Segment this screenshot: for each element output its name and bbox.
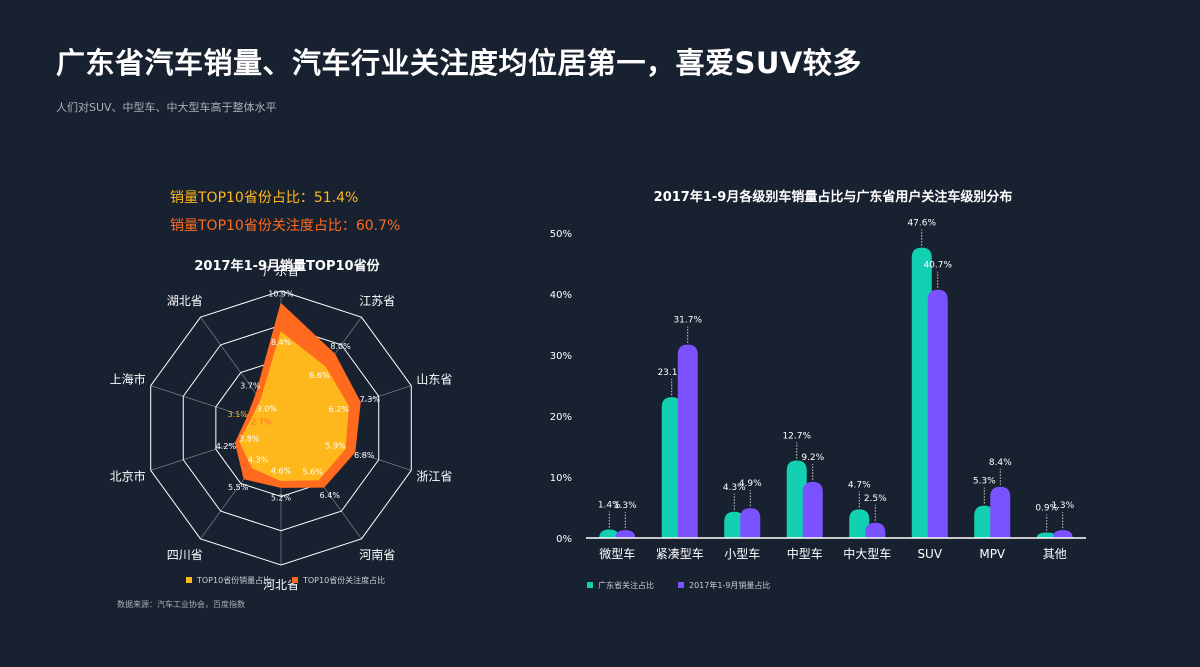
radar-value-label: 4.6% (271, 467, 292, 476)
x-category-label: MPV (979, 547, 1006, 561)
y-tick-label: 30% (550, 351, 572, 362)
radar-category-label: 四川省 (167, 548, 203, 562)
radar-category-label: 湖北省 (167, 293, 203, 308)
data-label: 4.3% (723, 483, 746, 493)
radar-chart-title: 2017年1-9月销量TOP10省份 (194, 258, 380, 274)
radar-value-label: 8.0% (330, 342, 351, 351)
x-category-label: SUV (917, 547, 942, 561)
legend-label-guangdong: 广东省关注占比 (598, 580, 654, 590)
y-tick-label: 0% (556, 534, 572, 545)
radar-category-label: 河南省 (359, 547, 395, 562)
data-label: 0.9% (1035, 504, 1058, 514)
radar-category-label: 北京市 (110, 469, 146, 484)
data-label: 1.3% (614, 501, 637, 511)
radar-category-label: 江苏省 (359, 294, 395, 308)
radar-value-label: 6.4% (320, 491, 341, 500)
radar-value-label: 8.4% (271, 338, 292, 347)
radar-value-label: 7.3% (360, 395, 381, 404)
radar-value-label: 5.9% (325, 442, 346, 451)
page-subtitle: 人们对SUV、中型车、中大型车高于整体水平 (56, 101, 277, 114)
y-tick-label: 40% (550, 290, 572, 301)
y-tick-label: 50% (550, 229, 572, 240)
page-title: 广东省汽车销量、汽车行业关注度均位居第一，喜爱SUV较多 (56, 46, 862, 80)
radar-value-label: 3.8% (239, 434, 260, 443)
data-label: 4.9% (739, 479, 762, 489)
legend-label-attention: TOP10省份关注度占比 (302, 575, 385, 585)
radar-category-label: 山东省 (416, 372, 452, 386)
radar-value-label: 5.5% (228, 483, 249, 492)
data-label: 5.3% (973, 477, 996, 487)
radar-value-label: 2.7% (251, 418, 272, 427)
data-label: 40.7% (923, 261, 952, 271)
bar-guangdong-attention (849, 509, 870, 538)
radar-category-label: 河北省 (263, 578, 299, 592)
legend-swatch-sales (186, 577, 192, 583)
bar-national-sales (615, 530, 636, 538)
bar-guangdong-attention (1036, 532, 1057, 538)
radar-value-label: 4.2% (216, 442, 237, 451)
attention-share-stat: 销量TOP10省份关注度占比：60.7% (170, 218, 401, 234)
sales-share-stat: 销量TOP10省份占比：51.4% (170, 190, 359, 206)
bar-chart-title: 2017年1-9月各级别车销量占比与广东省用户关注车级别分布 (654, 189, 1013, 205)
radar-value-label: 10.9% (268, 290, 294, 299)
data-label: 4.7% (848, 480, 871, 490)
x-category-label: 小型车 (724, 546, 760, 561)
bar-national-sales (927, 289, 948, 538)
x-category-label: 中大型车 (843, 546, 891, 561)
legend-label-national: 2017年1-9月销量占比 (689, 580, 770, 590)
legend-label-sales: TOP10省份销量占比 (196, 575, 271, 585)
radar-series-area (239, 331, 349, 482)
radar-value-label: 5.6% (303, 468, 324, 477)
data-label: 9.2% (801, 453, 824, 463)
radar-value-label: 6.8% (354, 451, 375, 460)
radar-value-label: 5.2% (271, 493, 292, 502)
data-label: 1.3% (1051, 501, 1074, 511)
data-label: 23.1% (657, 368, 686, 378)
radar-value-label: 3.7% (240, 382, 261, 391)
bar-national-sales (865, 522, 886, 538)
x-category-label: 其他 (1043, 547, 1067, 561)
radar-value-label: 6.6% (309, 371, 330, 380)
bar-guangdong-attention (724, 511, 745, 538)
data-label: 12.7% (782, 432, 811, 442)
x-category-label: 微型车 (599, 546, 635, 561)
data-label: 1.4% (598, 500, 621, 510)
bar-national-sales (1052, 530, 1073, 538)
bar-national-sales (990, 486, 1011, 538)
radar-value-label: 3.1% (228, 410, 249, 419)
bar-guangdong-attention (974, 505, 995, 538)
data-label: 8.4% (989, 458, 1012, 468)
data-source-note: 数据来源：汽车工业协会，百度指数 (117, 600, 245, 609)
legend-swatch-guangdong (587, 582, 593, 588)
bar-national-sales (677, 344, 698, 538)
bar-guangdong-attention (599, 529, 620, 538)
data-label: 47.6% (907, 219, 936, 229)
bar-national-sales (802, 481, 823, 538)
radar-value-label: 6.2% (329, 405, 350, 414)
y-tick-label: 20% (550, 412, 572, 423)
legend-swatch-attention (292, 577, 298, 583)
data-label: 2.5% (864, 494, 887, 504)
radar-category-label: 上海市 (110, 371, 146, 386)
radar-category-label: 广东省 (263, 264, 299, 278)
bar-national-sales (740, 508, 761, 538)
x-category-label: 中型车 (787, 546, 823, 561)
bar-guangdong-attention (661, 397, 682, 538)
x-category-label: 紧凑型车 (656, 546, 704, 561)
bar-guangdong-attention (786, 460, 807, 538)
radar-category-label: 浙江省 (416, 470, 452, 484)
y-tick-label: 10% (550, 473, 572, 484)
radar-value-label: 3.0% (257, 404, 278, 413)
legend-swatch-national (678, 582, 684, 588)
data-label: 31.7% (673, 316, 702, 326)
radar-value-label: 4.3% (248, 456, 269, 465)
bar-guangdong-attention (911, 247, 932, 538)
